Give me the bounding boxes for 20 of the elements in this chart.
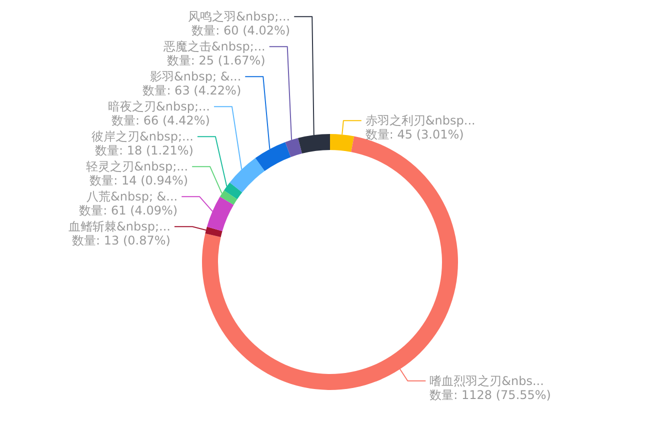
slice-label: 彼岸之刃&nbsp;... — [92, 130, 194, 144]
slice-label: 暗夜之刃&nbsp;... — [108, 100, 210, 114]
slice-label: 轻灵之刃&nbsp;... — [86, 160, 188, 174]
slice-label: 嗜血烈羽之刃&nbs... — [430, 374, 544, 388]
data-label: 数量: 61 (4.09%) — [79, 204, 178, 218]
slice-label: 风鸣之羽&nbsp;... — [188, 10, 290, 24]
data-label: 数量: 60 (4.02%) — [192, 24, 290, 38]
data-label: 数量: 25 (1.67%) — [166, 54, 266, 68]
data-label: 数量: 45 (3.01%) — [365, 128, 464, 142]
data-label: 数量: 14 (0.94%) — [90, 174, 188, 188]
slice-label: 八荒&nbsp; &... — [86, 190, 178, 204]
data-label: 数量: 63 (4.22%) — [142, 84, 242, 98]
slice-label: 恶魔之击&nbsp;... — [162, 40, 266, 54]
data-label: 数量: 18 (1.21%) — [95, 144, 194, 158]
slice-label: 血鳍斩棘&nbsp;... — [68, 220, 170, 234]
slice-label: 赤羽之利刃&nbsp... — [365, 114, 476, 128]
data-label: 数量: 66 (4.42%) — [112, 114, 210, 128]
data-label: 数量: 1128 (75.55%) — [430, 388, 552, 402]
data-label: 数量: 13 (0.87%) — [72, 234, 170, 248]
slice-label: 影羽&nbsp; &... — [150, 70, 242, 84]
